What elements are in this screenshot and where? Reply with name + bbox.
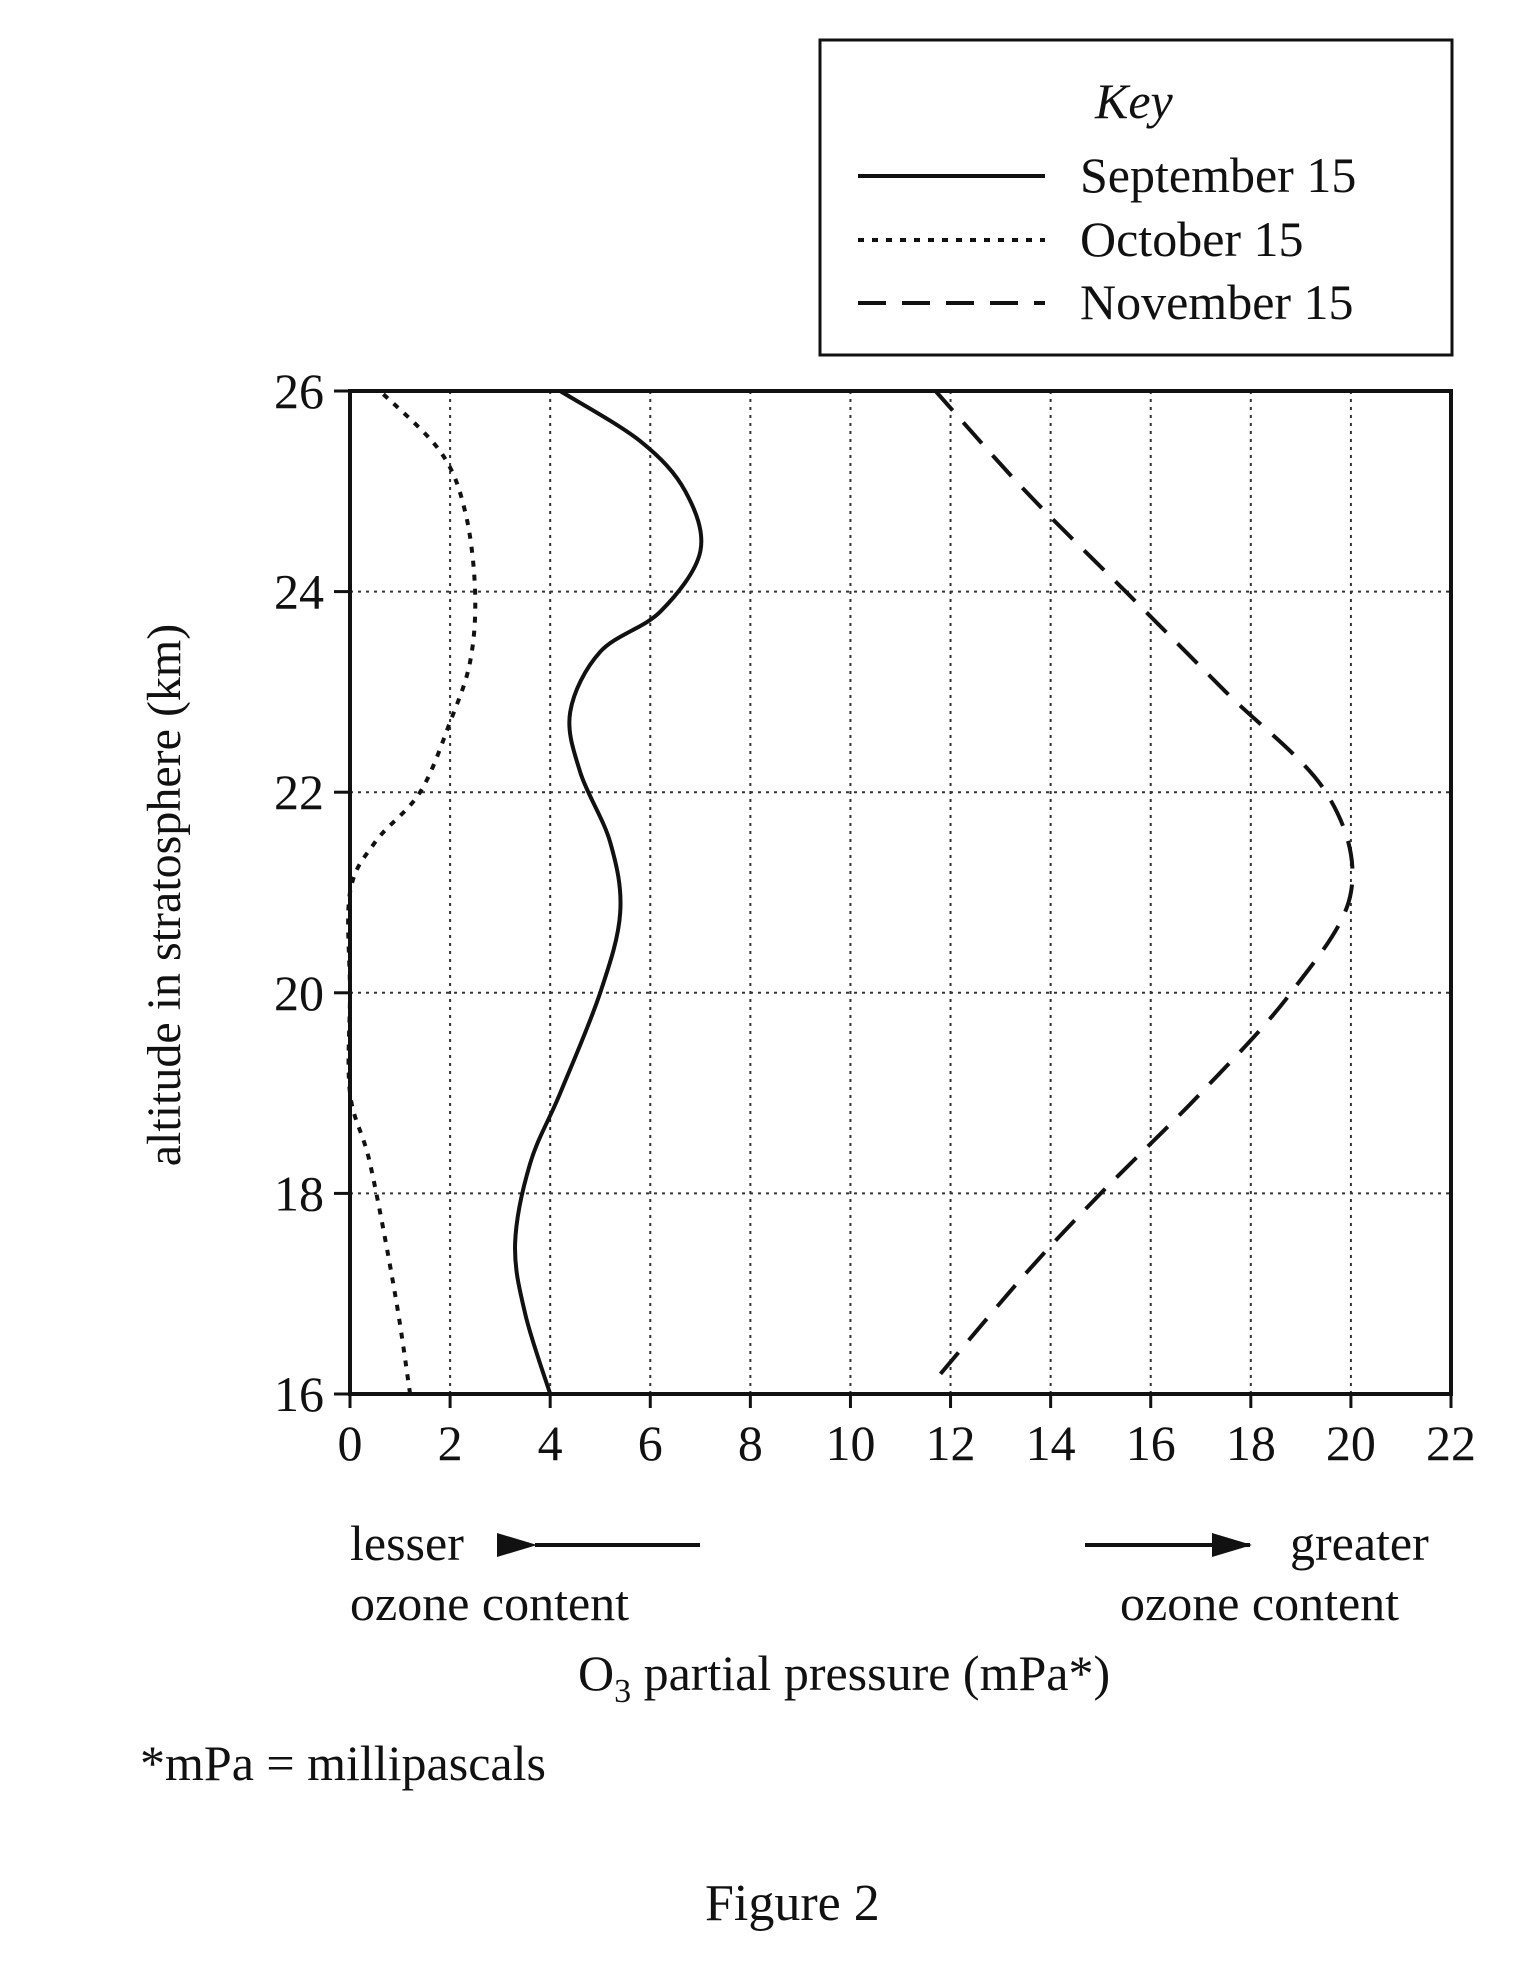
- x-tick-label: 6: [638, 1415, 663, 1471]
- annotation-lesser: lesser: [350, 1515, 464, 1571]
- legend-box: [818, 38, 1454, 357]
- x-tick-label: 12: [926, 1415, 976, 1471]
- x-tick-label: 20: [1326, 1415, 1376, 1471]
- x-axis-label: O3 partial pressure (mPa*): [578, 1645, 1110, 1710]
- series-line-october-15: [346, 389, 478, 1395]
- x-tick-label: 16: [1126, 1415, 1176, 1471]
- series-line-september-15: [513, 389, 704, 1395]
- x-tick-label: 2: [438, 1415, 463, 1471]
- x-tick-label: 22: [1426, 1415, 1476, 1471]
- series-line-november-15: [934, 389, 1355, 1376]
- x-tick-label: 4: [538, 1415, 563, 1471]
- y-tick-label: 20: [274, 965, 324, 1021]
- x-axis-label-sub: 3: [614, 1673, 631, 1710]
- x-axis-ticks: 0 2 4 6 8 10 12 14 16 18 20 22: [338, 1394, 1476, 1471]
- y-axis-label: altitude in stratosphere (km): [138, 624, 191, 1167]
- legend-title: Key: [1094, 73, 1174, 129]
- y-tick-label: 18: [274, 1165, 324, 1221]
- y-tick-label: 26: [274, 363, 324, 419]
- legend-label-october: October 15: [1080, 211, 1304, 267]
- annotation-lesser-ozone: ozone content: [350, 1575, 629, 1631]
- annotation-greater-ozone: ozone content: [1120, 1575, 1399, 1631]
- x-tick-label: 10: [825, 1415, 875, 1471]
- y-tick-label: 16: [274, 1366, 324, 1422]
- legend: Key September 15 October 15 November 15: [818, 38, 1454, 357]
- y-tick-label: 22: [274, 764, 324, 820]
- figure-caption: Figure 2: [705, 1875, 880, 1932]
- x-tick-label: 8: [738, 1415, 763, 1471]
- footnote: *mPa = millipascals: [140, 1735, 546, 1791]
- x-axis-label-o: O: [578, 1645, 614, 1701]
- x-tick-label: 0: [338, 1415, 363, 1471]
- x-tick-label: 14: [1026, 1415, 1076, 1471]
- legend-label-september: September 15: [1080, 147, 1356, 203]
- x-tick-label: 18: [1226, 1415, 1276, 1471]
- x-axis-label-rest: partial pressure (mPa*): [631, 1645, 1110, 1701]
- y-axis-ticks: 16 18 20 22 24 26: [274, 363, 350, 1422]
- series-lines: [346, 389, 1355, 1395]
- y-tick-label: 24: [274, 564, 324, 620]
- annotation-greater: greater: [1290, 1515, 1429, 1571]
- legend-label-november: November 15: [1080, 274, 1354, 330]
